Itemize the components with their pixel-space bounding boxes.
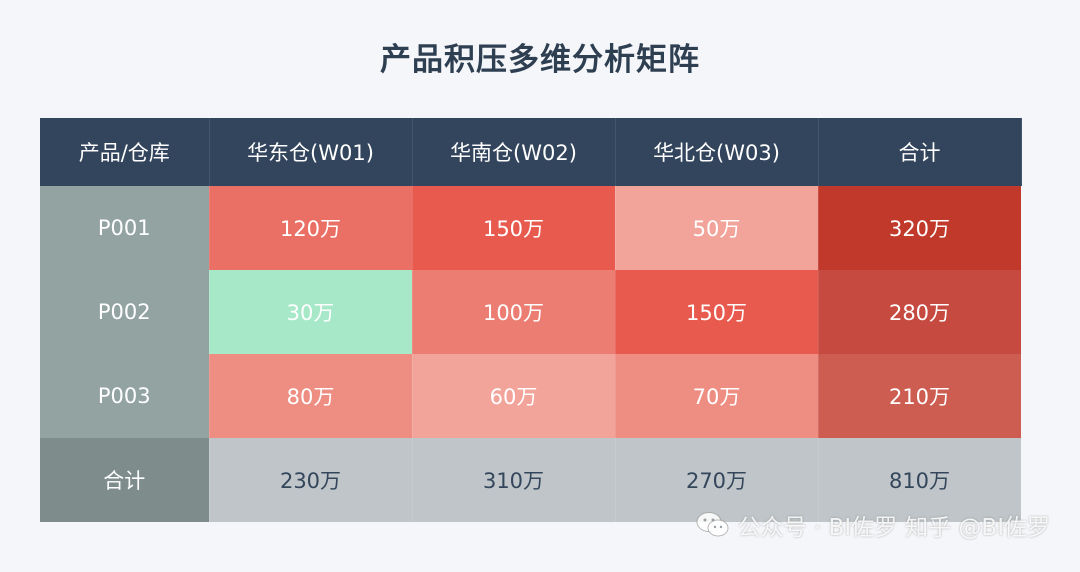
heatmap-cell: 50万 [615, 186, 819, 270]
heatmap-cell: 120万 [209, 186, 413, 270]
row-label-total: 合计 [40, 438, 210, 522]
chart-title: 产品积压多维分析矩阵 [380, 42, 700, 78]
heatmap-cell: 280万 [818, 270, 1022, 354]
column-header: 华东仓(W01) [209, 118, 413, 186]
heatmap-cell: 150万 [615, 270, 819, 354]
column-header: 合计 [818, 118, 1022, 186]
heatmap-cell: 30万 [209, 270, 413, 354]
table-row: P002 30万 100万 150万 280万 [40, 270, 1022, 354]
corner-header: 产品/仓库 [40, 118, 210, 186]
row-label: P003 [40, 354, 210, 438]
table-row: P003 80万 60万 70万 210万 [40, 354, 1022, 438]
total-cell: 810万 [818, 438, 1022, 522]
column-header: 华南仓(W02) [412, 118, 616, 186]
total-cell: 230万 [209, 438, 413, 522]
total-cell: 270万 [615, 438, 819, 522]
heatmap-cell: 70万 [615, 354, 819, 438]
heatmap-cell: 210万 [818, 354, 1022, 438]
total-row: 合计 230万 310万 270万 810万 [40, 438, 1022, 522]
watermark-text: 公众号 · BI佐罗 [737, 515, 898, 541]
heatmap-cell: 80万 [209, 354, 413, 438]
total-cell: 310万 [412, 438, 616, 522]
wechat-icon [696, 512, 729, 537]
watermark-text-2: 知乎 @BI佐罗 [905, 515, 1050, 541]
watermark: 公众号 · BI佐罗 知乎 @BI佐罗 [696, 508, 1050, 542]
column-header: 华北仓(W03) [615, 118, 819, 186]
header-row: 产品/仓库 华东仓(W01) 华南仓(W02) 华北仓(W03) 合计 [40, 118, 1022, 186]
heatmap-cell: 60万 [412, 354, 616, 438]
row-label: P002 [40, 270, 210, 354]
heatmap-cell: 100万 [412, 270, 616, 354]
heatmap-cell: 320万 [818, 186, 1022, 270]
heatmap-cell: 150万 [412, 186, 616, 270]
heatmap-table: 产品/仓库 华东仓(W01) 华南仓(W02) 华北仓(W03) 合计 P001… [40, 118, 1022, 522]
row-label: P001 [40, 186, 210, 270]
table-row: P001 120万 150万 50万 320万 [40, 186, 1022, 270]
